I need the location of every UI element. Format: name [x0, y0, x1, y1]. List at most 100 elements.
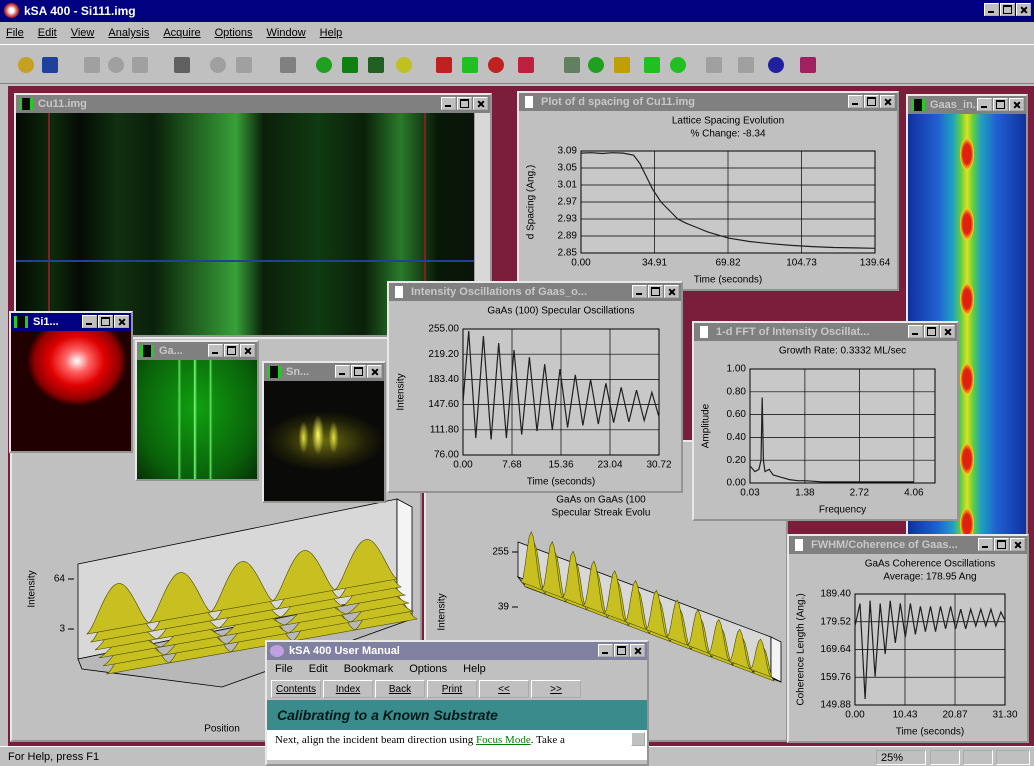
maximize-button[interactable] — [614, 644, 629, 657]
maximize-button[interactable] — [924, 325, 939, 338]
maximize-button[interactable] — [648, 285, 663, 298]
minimize-button[interactable] — [848, 95, 863, 108]
scroll-up-button[interactable] — [631, 732, 645, 746]
maximize-button[interactable] — [457, 97, 472, 110]
toolbar-button[interactable] — [104, 53, 128, 77]
close-button[interactable] — [630, 644, 645, 657]
x-axis-label: Position — [204, 724, 240, 735]
minimize-button[interactable] — [82, 315, 97, 328]
window-title: 1-d FFT of Intensity Oscillat... — [716, 326, 870, 338]
y-tick-label: 2.89 — [558, 231, 578, 242]
toolbar-button[interactable] — [14, 53, 38, 77]
minimize-button[interactable] — [978, 538, 993, 551]
menu-item[interactable]: View — [70, 27, 95, 39]
menu-item[interactable]: Edit — [308, 663, 328, 675]
toolbar-button[interactable] — [80, 53, 104, 77]
close-button[interactable] — [114, 315, 129, 328]
plot-window: Plot of d spacing of Cu11.img Lattice Sp… — [517, 91, 899, 291]
close-button[interactable] — [473, 97, 488, 110]
window-title: FWHM/Coherence of Gaas... — [811, 539, 958, 551]
help-button[interactable]: >> — [531, 680, 581, 698]
menu-item[interactable]: Analysis — [108, 27, 150, 39]
minimize-button[interactable] — [632, 285, 647, 298]
help-button[interactable]: Contents — [271, 680, 321, 698]
close-button[interactable] — [664, 285, 679, 298]
toolbar-icon — [436, 57, 452, 73]
y-axis-label: d Spacing (Ang.) — [526, 165, 537, 240]
close-button[interactable] — [1016, 3, 1031, 16]
z-tick-label: 255 — [492, 547, 509, 558]
menu-item[interactable]: Acquire — [163, 27, 201, 39]
menu-item[interactable]: File — [6, 27, 24, 39]
toolbar-button[interactable] — [796, 53, 820, 77]
menu-item[interactable]: Edit — [37, 27, 57, 39]
menu-item[interactable]: Help — [319, 27, 343, 39]
toolbar-button[interactable] — [364, 53, 388, 77]
scrollbar[interactable] — [474, 113, 490, 335]
z-axis-label: Intensity — [27, 570, 38, 607]
menu-item[interactable]: Options — [214, 27, 253, 39]
maximize-button[interactable] — [864, 95, 879, 108]
maximize-button[interactable] — [224, 344, 239, 357]
toolbar-button[interactable] — [764, 53, 788, 77]
menu-item[interactable]: Help — [463, 663, 486, 675]
plot-title: Growth Rate: 0.3332 ML/sec — [779, 346, 906, 357]
toolbar-button[interactable] — [734, 53, 758, 77]
toolbar-button[interactable] — [170, 53, 194, 77]
close-button[interactable] — [1009, 98, 1024, 111]
close-button[interactable] — [240, 344, 255, 357]
toolbar-button[interactable] — [666, 53, 690, 77]
minimize-button[interactable] — [208, 344, 223, 357]
help-button[interactable]: Print — [427, 680, 477, 698]
toolbar-button[interactable] — [640, 53, 664, 77]
toolbar-button[interactable] — [514, 53, 538, 77]
toolbar-button[interactable] — [610, 53, 634, 77]
close-button[interactable] — [1010, 538, 1025, 551]
close-button[interactable] — [880, 95, 895, 108]
minimize-button[interactable] — [984, 3, 999, 16]
toolbar-icon — [738, 57, 754, 73]
toolbar-button[interactable] — [702, 53, 726, 77]
toolbar-button[interactable] — [484, 53, 508, 77]
minimize-button[interactable] — [598, 644, 613, 657]
close-button[interactable] — [367, 365, 382, 378]
toolbar-button[interactable] — [338, 53, 362, 77]
menu-item[interactable]: Options — [409, 663, 448, 675]
maximize-button[interactable] — [993, 98, 1008, 111]
title-bar: Gaas_in... — [908, 96, 1026, 114]
menu-item[interactable]: Window — [266, 27, 306, 39]
help-window: kSA 400 User Manual File Edit Bookmark Opti… — [265, 640, 649, 766]
toolbar-button[interactable] — [584, 53, 608, 77]
help-button[interactable]: << — [479, 680, 529, 698]
data-line — [854, 600, 1006, 700]
help-button[interactable]: Index — [323, 680, 373, 698]
toolbar-button[interactable] — [458, 53, 482, 77]
title-bar: Intensity Oscillations of Gaas_o... — [389, 283, 681, 301]
toolbar-button[interactable] — [276, 53, 300, 77]
toolbar-button[interactable] — [560, 53, 584, 77]
z-axis-label: Intensity — [437, 593, 448, 630]
menu-item[interactable]: Bookmark — [343, 663, 394, 675]
help-link[interactable]: Focus Mode — [476, 734, 531, 746]
y-tick-label: 169.64 — [820, 644, 851, 655]
minimize-button[interactable] — [908, 325, 923, 338]
toolbar-button[interactable] — [232, 53, 256, 77]
toolbar-button[interactable] — [38, 53, 62, 77]
maximize-button[interactable] — [98, 315, 113, 328]
help-button[interactable]: Back — [375, 680, 425, 698]
minimize-button[interactable] — [335, 365, 350, 378]
window-controls — [848, 95, 895, 108]
minimize-button[interactable] — [977, 98, 992, 111]
toolbar-button[interactable] — [128, 53, 152, 77]
minimize-button[interactable] — [441, 97, 456, 110]
toolbar-button[interactable] — [206, 53, 230, 77]
maximize-button[interactable] — [1000, 3, 1015, 16]
maximize-button[interactable] — [994, 538, 1009, 551]
close-button[interactable] — [940, 325, 955, 338]
maximize-button[interactable] — [351, 365, 366, 378]
toolbar-button[interactable] — [392, 53, 416, 77]
toolbar-button[interactable] — [312, 53, 336, 77]
menu-item[interactable]: File — [275, 663, 293, 675]
y-tick-label: 2.85 — [558, 248, 578, 259]
toolbar-button[interactable] — [432, 53, 456, 77]
